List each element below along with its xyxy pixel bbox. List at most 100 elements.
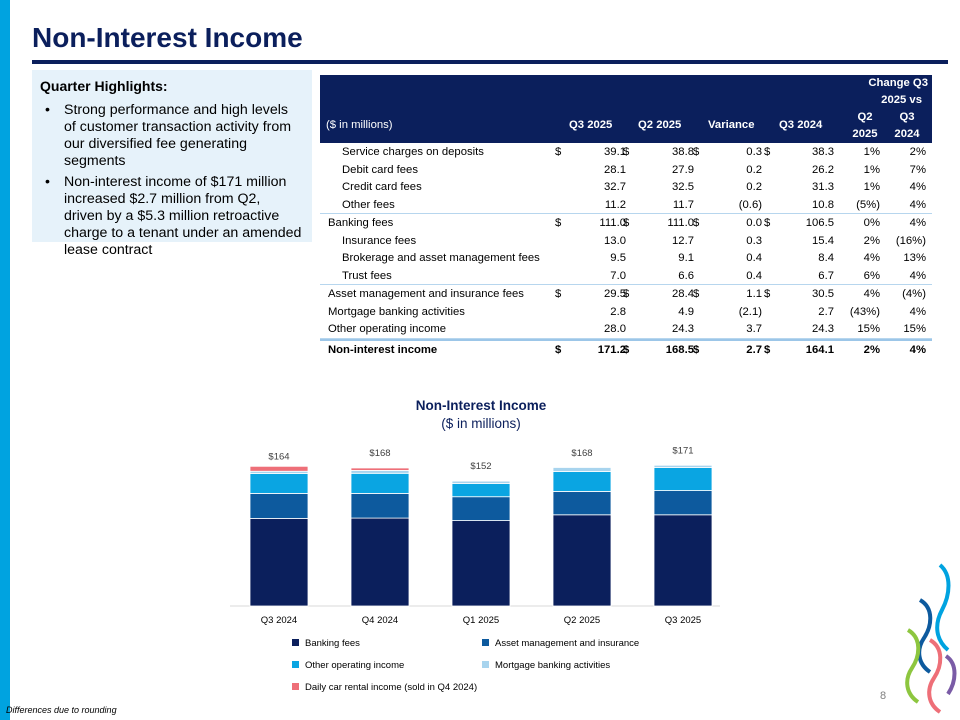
bar-total-label: $168: [369, 448, 390, 459]
col-change-q3-year: 2024: [894, 128, 920, 140]
col-variance: Variance: [708, 119, 755, 131]
cell-v1: 7.0: [610, 269, 626, 282]
bar-segment: [451, 520, 511, 607]
table-row: Trust fees 7.0 6.6 0.4 6.7 6% 4%: [320, 267, 932, 285]
cell-v3: 0.4: [746, 269, 762, 282]
cell-v4: 24.3: [812, 323, 834, 335]
chart-title-text: Non-Interest Income: [415, 398, 547, 413]
row-label: Trust fees: [342, 269, 392, 282]
cell-c2: 2%: [909, 146, 926, 158]
table-row: Service charges on deposits $39.1 $38.8 $0.…: [320, 143, 932, 161]
cell-v1: 9.5: [610, 252, 626, 264]
col-change-q3: Q3: [899, 111, 915, 123]
cell-c1: 1%: [863, 181, 880, 193]
cell-c2: 15%: [903, 323, 926, 335]
cell-v4: 106.5: [805, 217, 834, 229]
bar-segment: [350, 517, 410, 607]
table-row: Asset management and insurance fees $29.5…: [320, 285, 932, 303]
cell-d4: $: [764, 217, 771, 229]
bar-segment: [350, 493, 410, 519]
bar-segment: [552, 471, 612, 492]
table-row: Insurance fees 13.0 12.7 0.3 15.4 2% (16%): [320, 232, 932, 250]
bar-segment: [552, 467, 612, 472]
cell-c2: 4%: [909, 343, 926, 356]
table-header: ($ in millions) Q3 2025 Q2 2025 Variance…: [320, 75, 932, 143]
x-tick-label: Q2 2025: [564, 615, 600, 626]
non-interest-income-table: ($ in millions) Q3 2025 Q2 2025 Variance…: [320, 75, 932, 358]
table-row: Non-interest income $171.2 $168.5 $2.7 $164.…: [320, 338, 932, 359]
cell-c2: 4%: [909, 181, 926, 193]
cell-d2: $: [623, 146, 630, 158]
cell-c1: 1%: [863, 163, 880, 176]
cell-d2: $: [623, 288, 630, 300]
legend-label: Mortgage banking activities: [495, 660, 611, 671]
cell-v1: 13.0: [604, 234, 626, 247]
accent-side-bar: [0, 0, 10, 720]
title-divider: [32, 60, 948, 64]
cell-v4: 26.2: [812, 163, 834, 176]
cell-v4: 2.7: [818, 305, 834, 318]
cell-v3: (0.6): [738, 198, 762, 211]
legend-item-banking: Banking fees: [292, 638, 360, 649]
bar-total-label: $168: [571, 448, 592, 459]
cell-v4: 31.3: [812, 181, 834, 193]
brand-swirl-logo: [905, 563, 957, 714]
x-tick-label: Q3 2025: [665, 615, 701, 626]
cell-v3: 1.1: [746, 288, 762, 300]
bar-segment: [249, 465, 309, 472]
chart-title: Non-Interest Income ($ in millions): [381, 397, 581, 433]
row-label: Brokerage and asset management fees: [342, 252, 540, 264]
bar-segment: [451, 496, 511, 521]
x-tick-label: Q4 2024: [362, 615, 398, 626]
cell-d4: $: [764, 343, 771, 356]
bar-total-label: $171: [672, 446, 693, 457]
bar-total-label: $164: [268, 451, 289, 462]
cell-v4: 8.4: [818, 252, 834, 264]
cell-v1: 2.8: [610, 305, 626, 318]
cell-v4: 38.3: [812, 146, 834, 158]
cell-c1: 0%: [863, 217, 880, 229]
col-q2-2025: Q2 2025: [638, 119, 682, 131]
cell-v3: 3.7: [746, 323, 762, 335]
x-tick-label: Q1 2025: [463, 615, 499, 626]
bar-segment: [653, 490, 713, 516]
row-label: Asset management and insurance fees: [328, 288, 524, 300]
cell-v3: 0.3: [746, 234, 762, 247]
cell-c1: 4%: [863, 288, 880, 300]
bar-segment: [451, 480, 511, 484]
table-row: Debit card fees 28.1 27.9 0.2 26.2 1% 7%: [320, 161, 932, 179]
cell-v1: 29.5: [604, 288, 626, 300]
legend-label: Banking fees: [305, 638, 360, 649]
stacked-bar-chart: $164 Q3 2024 $168 Q4 2024 $152 Q1 2025 $168 Q2 …: [230, 446, 720, 626]
cell-d1: $: [555, 288, 562, 300]
cell-v4: 15.4: [812, 234, 834, 247]
bar-segment: [653, 464, 713, 468]
table-row: Other operating income 28.0 24.3 3.7 24.3 15%…: [320, 320, 932, 339]
cell-c1: (5%): [856, 198, 880, 211]
legend-item-mortgage: Mortgage banking activities: [482, 660, 610, 671]
table-row: Credit card fees 32.7 32.5 0.2 31.3 1% 4%: [320, 178, 932, 196]
legend-swatch: [482, 660, 489, 668]
cell-v1: 171.2: [597, 343, 626, 356]
cell-v2: 6.6: [678, 269, 694, 282]
cell-v3: 2.7: [746, 343, 762, 356]
legend-label: Other operating income: [305, 660, 405, 671]
chart-subtitle: ($ in millions): [441, 416, 521, 431]
cell-v1: 32.7: [604, 181, 626, 193]
col-change-line1: Change Q3: [868, 77, 928, 89]
cell-v1: 28.0: [604, 323, 626, 335]
table-row: Banking fees $111.0 $111.0 $0.0 $106.5 0% 4%: [320, 214, 932, 232]
cell-d4: $: [764, 146, 771, 158]
cell-d2: $: [623, 217, 630, 229]
bar-segment: [653, 467, 713, 491]
bar-segment: [249, 518, 309, 607]
bar-segment: [249, 493, 309, 519]
table-body: Service charges on deposits $39.1 $38.8 $0.…: [320, 143, 932, 358]
row-label: Non-interest income: [328, 343, 438, 356]
cell-v4: 6.7: [818, 269, 834, 282]
units-label: ($ in millions): [326, 119, 393, 131]
footnote: Differences due to rounding: [6, 705, 117, 715]
cell-v4: 164.1: [805, 343, 834, 356]
cell-c1: 6%: [863, 269, 880, 282]
highlights-list: Strong performance and high levels of cu…: [40, 102, 302, 259]
